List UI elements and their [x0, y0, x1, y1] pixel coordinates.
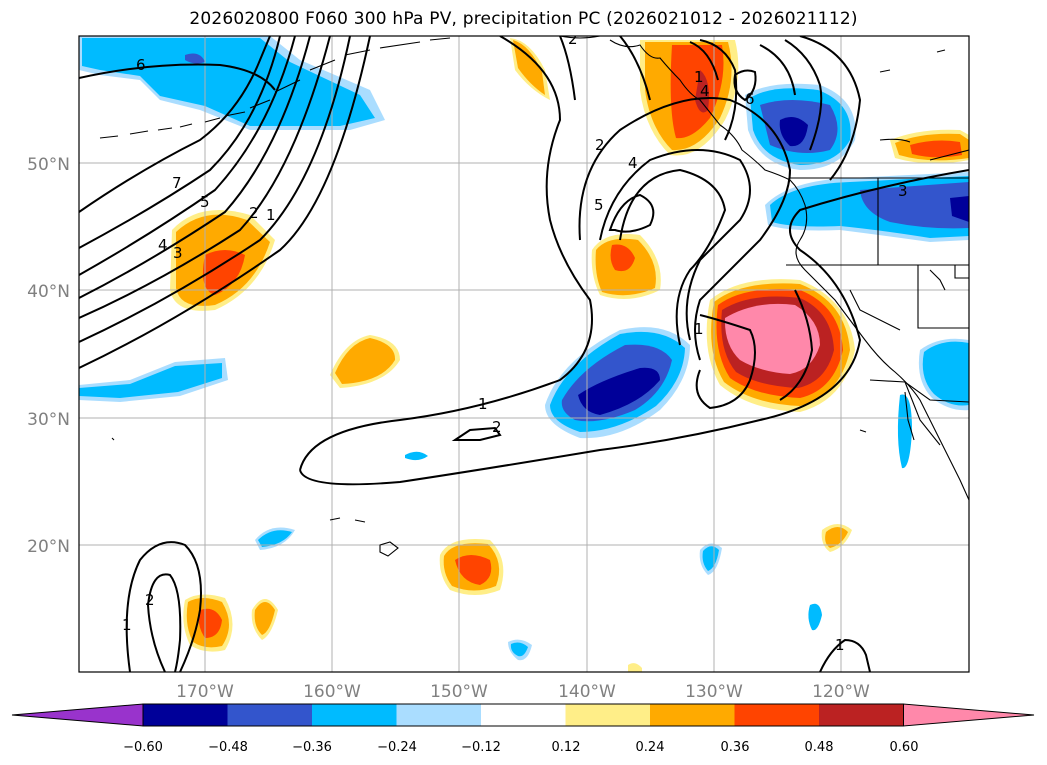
- colorbar-cell: [565, 704, 650, 726]
- contour-label-1f: 1: [694, 68, 704, 86]
- colorbar-cell: [819, 704, 904, 726]
- lon-label-150w: 150°W: [430, 682, 488, 702]
- contour-label-2d: 2: [492, 418, 502, 436]
- contour-label-1b: 1: [478, 395, 488, 413]
- latitude-labels: 50°N 40°N 30°N 20°N: [27, 155, 70, 557]
- colorbar-tick: −0.48: [208, 740, 248, 755]
- precip-shading: [79, 36, 969, 672]
- lon-label-140w: 140°W: [558, 682, 616, 702]
- colorbar-cell: [396, 704, 481, 726]
- colorbar-cell: [481, 704, 566, 726]
- contour-label-2b: 2: [568, 30, 578, 48]
- colorbar-cell: [227, 704, 312, 726]
- colorbar-cells: [11, 703, 1035, 727]
- colorbar-cell: [650, 704, 735, 726]
- contour-label-2: 2: [249, 204, 259, 222]
- contour-label-2c: 2: [595, 136, 605, 154]
- lat-label-30n: 30°N: [27, 410, 70, 430]
- colorbar-cell: [734, 704, 819, 726]
- contour-label-7: 7: [172, 174, 182, 192]
- contour-label-5b: 5: [594, 196, 604, 214]
- colorbar-tick: −0.12: [461, 740, 501, 755]
- pv-contour-labels: 6 7 5 4 3 2 1 2 1 2 4 5 6 1 2 1 2 1 3 1 …: [122, 30, 908, 654]
- contour-label-5: 5: [200, 193, 210, 211]
- colorbar-tick: −0.24: [377, 740, 417, 755]
- lat-label-40n: 40°N: [27, 282, 70, 302]
- colorbar-tick: 0.12: [552, 740, 581, 755]
- lon-label-130w: 130°W: [685, 682, 743, 702]
- colorbar-extend-high: [903, 703, 1035, 727]
- colorbar-tick: 0.60: [890, 740, 919, 755]
- lon-label-160w: 160°W: [303, 682, 361, 702]
- lat-label-50n: 50°N: [27, 155, 70, 175]
- colorbar-frame: [142, 703, 904, 727]
- lon-label-170w: 170°W: [176, 682, 234, 702]
- contour-label-3: 3: [173, 244, 183, 262]
- contour-label-6: 6: [136, 56, 146, 74]
- contour-label-4c: 4: [700, 82, 710, 100]
- colorbar-tick-labels: −0.60 −0.48 −0.36 −0.24 −0.12 0.12 0.24 …: [123, 740, 918, 755]
- colorbar-tick: −0.36: [292, 740, 332, 755]
- contour-label-3b: 3: [898, 182, 908, 200]
- lon-label-120w: 120°W: [812, 682, 870, 702]
- lat-label-20n: 20°N: [27, 537, 70, 557]
- contour-label-1e: 1: [835, 636, 845, 654]
- colorbar-tick: 0.36: [721, 740, 750, 755]
- contour-label-1d: 1: [122, 616, 132, 634]
- contour-label-4: 4: [158, 236, 168, 254]
- contour-label-6b: 6: [745, 90, 755, 108]
- graticule: [79, 36, 969, 672]
- colorbar-extend-low: [11, 703, 144, 727]
- map-title: 2026020800 F060 300 hPa PV, precipitatio…: [189, 9, 858, 29]
- colorbar-cell: [143, 704, 228, 726]
- colorbar-tick: −0.60: [123, 740, 163, 755]
- longitude-labels: 170°W 160°W 150°W 140°W 130°W 120°W: [176, 682, 870, 702]
- contour-label-1: 1: [266, 206, 276, 224]
- colorbar-cell: [312, 704, 397, 726]
- pv-contours: [79, 36, 969, 672]
- colorbar-tick: 0.48: [805, 740, 834, 755]
- plot-area: 6 7 5 4 3 2 1 2 1 2 4 5 6 1 2 1 2 1 3 1 …: [79, 30, 969, 672]
- contour-label-2e: 2: [145, 591, 155, 609]
- plot-frame: [78, 35, 970, 673]
- colorbar-tick: 0.24: [636, 740, 665, 755]
- contour-label-1c: 1: [694, 320, 704, 338]
- contour-label-4b: 4: [628, 154, 638, 172]
- colorbar: −0.60 −0.48 −0.36 −0.24 −0.12 0.12 0.24 …: [11, 703, 1035, 755]
